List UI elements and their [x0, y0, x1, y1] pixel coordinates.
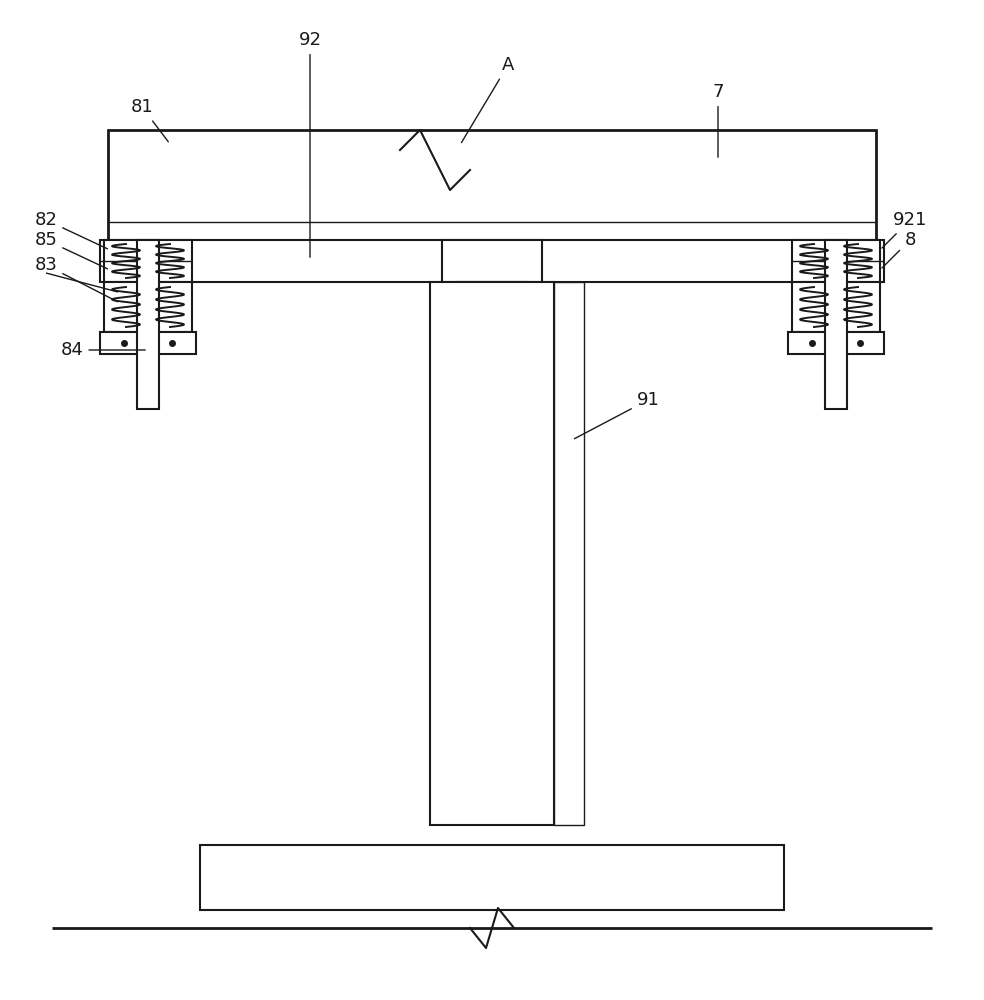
Text: 7: 7 — [712, 83, 724, 157]
Text: 85: 85 — [34, 231, 107, 269]
Text: A: A — [461, 56, 515, 143]
Text: 83: 83 — [34, 256, 117, 302]
Text: 92: 92 — [298, 31, 322, 257]
Bar — [825, 240, 847, 409]
Bar — [442, 240, 542, 282]
Bar — [100, 240, 884, 282]
Bar — [100, 332, 196, 354]
Bar — [108, 130, 876, 240]
Bar — [554, 282, 584, 825]
Text: 84: 84 — [61, 341, 146, 359]
Bar — [788, 332, 884, 354]
Bar — [430, 282, 554, 825]
Bar — [104, 240, 192, 282]
Bar — [104, 282, 192, 332]
Bar — [456, 282, 528, 310]
Bar — [137, 240, 159, 409]
Bar — [792, 240, 880, 282]
Text: 81: 81 — [131, 98, 168, 142]
Text: 921: 921 — [882, 211, 927, 248]
Text: 91: 91 — [575, 391, 659, 439]
Text: 8: 8 — [882, 231, 916, 268]
Text: 82: 82 — [34, 211, 107, 249]
Bar — [792, 282, 880, 332]
Bar — [200, 845, 784, 910]
